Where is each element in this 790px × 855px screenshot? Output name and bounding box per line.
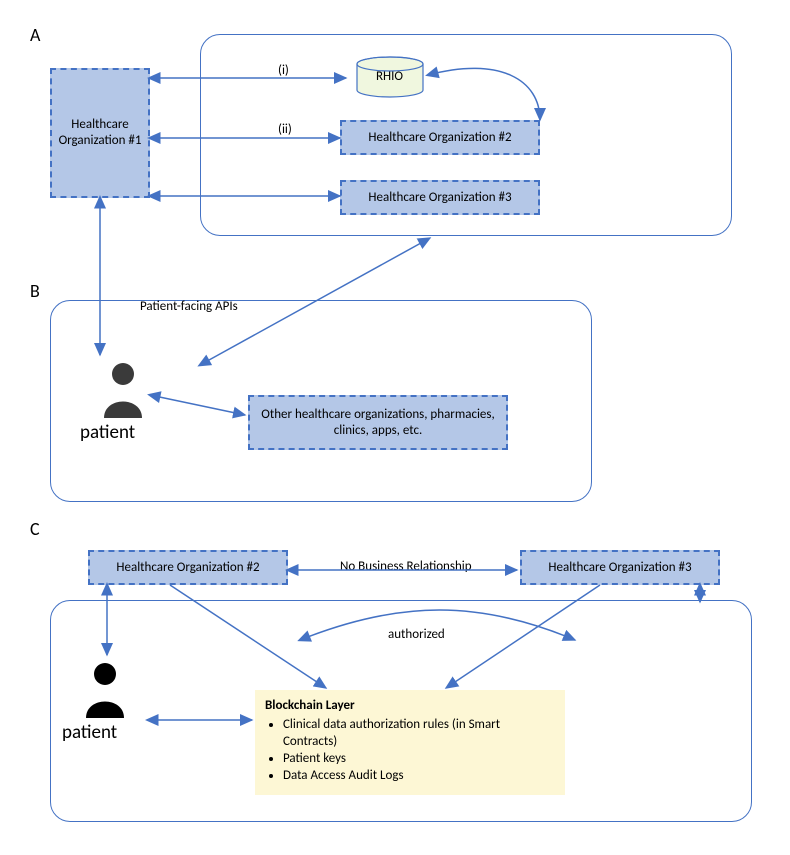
edge-label-api: Patient-facing APIs bbox=[140, 300, 250, 315]
edge-label-ii: (ii) bbox=[278, 123, 292, 138]
node-org2-a: Healthcare Organization #2 bbox=[340, 120, 540, 155]
blockchain-item: Patient keys bbox=[283, 751, 555, 768]
patient-icon-c bbox=[80, 660, 130, 723]
blockchain-list: Clinical data authorization rules (in Sm… bbox=[283, 717, 555, 785]
edge-label-auth: authorized bbox=[388, 628, 445, 643]
patient-icon-b bbox=[98, 360, 148, 423]
node-org1: Healthcare Organization #1 bbox=[50, 68, 150, 198]
patient-label-c: patient bbox=[62, 722, 117, 744]
panel-c-label: C bbox=[30, 518, 40, 540]
panel-a-label: A bbox=[30, 24, 40, 46]
rhio-label: RHIO bbox=[376, 70, 403, 85]
blockchain-item: Data Access Audit Logs bbox=[283, 768, 555, 785]
node-org2-c: Healthcare Organization #2 bbox=[88, 550, 288, 585]
edge-label-i: (i) bbox=[278, 64, 289, 79]
node-org3-a: Healthcare Organization #3 bbox=[340, 180, 540, 215]
blockchain-item: Clinical data authorization rules (in Sm… bbox=[283, 717, 555, 751]
panel-b-label: B bbox=[30, 280, 40, 302]
patient-label-b: patient bbox=[80, 422, 135, 444]
node-org3-c: Healthcare Organization #3 bbox=[520, 550, 720, 585]
blockchain-title: Blockchain Layer bbox=[265, 698, 555, 715]
node-other: Other healthcare organizations, pharmaci… bbox=[248, 395, 508, 450]
blockchain-box: Blockchain Layer Clinical data authoriza… bbox=[255, 690, 565, 795]
diagram-canvas: A B C Healthcare Organization #1 RHIO He… bbox=[20, 20, 770, 835]
edge-label-nobiz: No Business Relationship bbox=[340, 560, 472, 575]
